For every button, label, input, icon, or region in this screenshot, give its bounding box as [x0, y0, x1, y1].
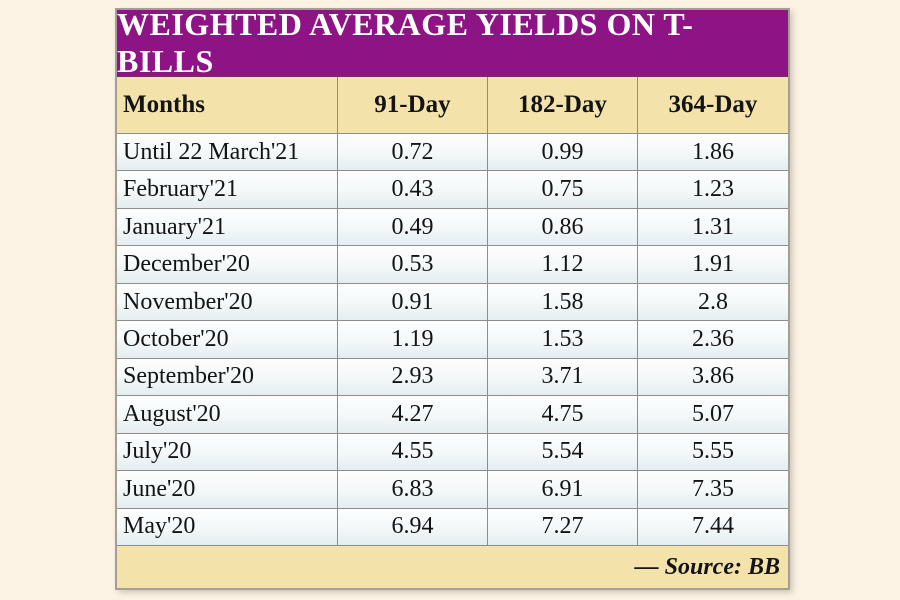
table-row: Until 22 March'21 0.72 0.99 1.86	[117, 134, 788, 172]
table-row: September'20 2.93 3.71 3.86	[117, 358, 788, 397]
value-cell: 1.23	[637, 171, 788, 208]
table-row: June'20 6.83 6.91 7.35	[117, 471, 788, 509]
value-cell: 7.35	[637, 471, 788, 508]
table-row: October'20 1.19 1.53 2.36	[117, 321, 788, 359]
value-cell: 0.99	[487, 134, 637, 171]
value-cell: 2.93	[337, 358, 487, 396]
value-cell: 3.71	[487, 358, 637, 396]
value-cell: 3.86	[637, 358, 788, 396]
value-cell: 1.91	[637, 246, 788, 283]
column-header-364day: 364-Day	[637, 77, 788, 133]
value-cell: 0.53	[337, 246, 487, 283]
value-cell: 1.19	[337, 321, 487, 358]
value-cell: 1.86	[637, 134, 788, 171]
month-cell: Until 22 March'21	[123, 138, 300, 165]
table-row: August'20 4.27 4.75 5.07	[117, 396, 788, 434]
value-cell: 4.27	[337, 396, 487, 433]
month-cell: November'20	[123, 288, 253, 315]
table-row: January'21 0.49 0.86 1.31	[117, 208, 788, 247]
value-cell: 5.54	[487, 433, 637, 471]
value-cell: 6.91	[487, 471, 637, 508]
value-cell: 4.55	[337, 433, 487, 471]
table-row: July'20 4.55 5.54 5.55	[117, 433, 788, 472]
value-cell: 1.53	[487, 321, 637, 358]
value-cell: 0.72	[337, 134, 487, 171]
source-note: — Source: BB	[117, 546, 788, 588]
column-header-91day: 91-Day	[337, 77, 487, 133]
value-cell: 0.43	[337, 171, 487, 208]
value-cell: 7.27	[487, 508, 637, 545]
tbills-yield-table: WEIGHTED AVERAGE YIELDS ON T-BILLS Month…	[115, 6, 790, 590]
month-cell: May'20	[123, 513, 196, 540]
value-cell: 0.91	[337, 283, 487, 321]
value-cell: 0.86	[487, 208, 637, 246]
month-cell: July'20	[123, 438, 192, 465]
month-cell: August'20	[123, 400, 221, 427]
month-cell: October'20	[123, 325, 229, 352]
table-row: November'20 0.91 1.58 2.8	[117, 283, 788, 322]
value-cell: 0.75	[487, 171, 637, 208]
value-cell: 6.83	[337, 471, 487, 508]
month-cell: September'20	[123, 363, 254, 390]
month-cell: February'21	[123, 176, 238, 203]
table-row: December'20 0.53 1.12 1.91	[117, 246, 788, 284]
month-cell: January'21	[123, 213, 226, 240]
value-cell: 7.44	[637, 508, 788, 545]
value-cell: 4.75	[487, 396, 637, 433]
value-cell: 1.31	[637, 208, 788, 246]
value-cell: 6.94	[337, 508, 487, 545]
value-cell: 1.58	[487, 283, 637, 321]
month-cell: December'20	[123, 251, 250, 278]
value-cell: 5.07	[637, 396, 788, 433]
value-cell: 5.55	[637, 433, 788, 471]
table-title: WEIGHTED AVERAGE YIELDS ON T-BILLS	[117, 6, 788, 79]
value-cell: 0.49	[337, 208, 487, 246]
value-cell: 1.12	[487, 246, 637, 283]
value-cell: 2.8	[637, 283, 788, 321]
month-cell: June'20	[123, 475, 196, 502]
table-row: May'20 6.94 7.27 7.44	[117, 508, 788, 546]
table-header-row: Months 91-Day 182-Day 364-Day	[117, 77, 788, 134]
table-row: February'21 0.43 0.75 1.23	[117, 171, 788, 209]
column-header-months: Months	[123, 91, 205, 118]
value-cell: 2.36	[637, 321, 788, 358]
column-header-182day: 182-Day	[487, 77, 637, 133]
table-body: Until 22 March'21 0.72 0.99 1.86 February'21…	[117, 134, 788, 546]
